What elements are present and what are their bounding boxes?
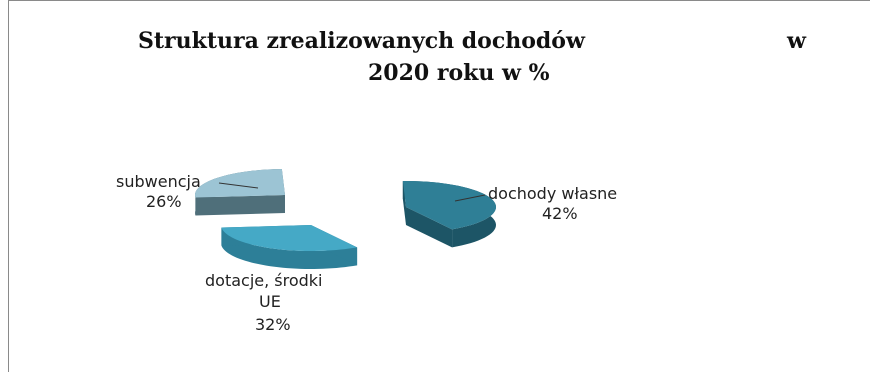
slice-dotacje-top xyxy=(221,225,358,251)
slice-dochody-wlasne-wall-0 xyxy=(402,181,406,225)
value-dotacje: 32% xyxy=(255,315,291,334)
label-dotacje-ue: UE xyxy=(259,292,281,311)
chart-title-w: w xyxy=(787,28,806,54)
chart-title-line1: Struktura zrealizowanych dochodów xyxy=(138,28,585,54)
leader-line-subwencja xyxy=(218,182,259,189)
leader-line-dochody xyxy=(454,194,486,202)
label-dotacje: dotacje, środki xyxy=(205,271,323,290)
slice-dochody-wlasne-wall-1 xyxy=(406,207,453,248)
slice-dochody-wlasne xyxy=(402,181,496,248)
slice-subwencja-wall-0 xyxy=(195,195,285,216)
label-subwencja: subwencja xyxy=(116,172,201,191)
slice-subwencja xyxy=(195,169,285,216)
value-subwencja: 26% xyxy=(146,192,182,211)
slice-subwencja-top xyxy=(195,169,285,198)
slice-dotacje xyxy=(221,225,358,269)
chart-frame xyxy=(8,0,870,372)
slice-dochody-wlasne-top xyxy=(402,181,496,230)
slice-dotacje-side xyxy=(221,227,358,269)
value-dochody-wlasne: 42% xyxy=(542,204,578,223)
label-dochody-wlasne: dochody własne xyxy=(488,184,617,203)
pie-slices xyxy=(195,169,496,269)
chart-title-line2: 2020 roku w % xyxy=(368,60,550,86)
